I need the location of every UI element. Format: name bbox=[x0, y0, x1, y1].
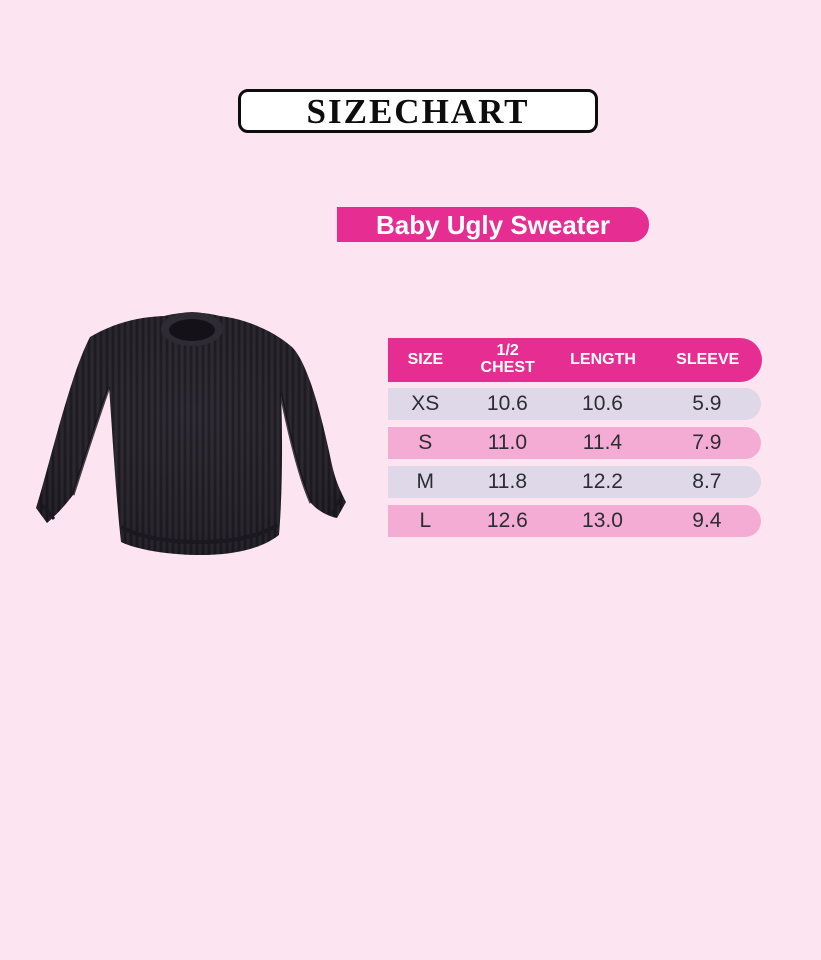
cell-sleeve: 5.9 bbox=[692, 391, 722, 415]
size-table-header-row: SIZE 1/2 CHEST LENGTH SLEEVE bbox=[388, 338, 762, 382]
cell-size: M bbox=[416, 469, 435, 493]
hem-ribbing bbox=[120, 523, 280, 545]
cell-sleeve: 7.9 bbox=[692, 430, 722, 454]
cell-size: S bbox=[418, 430, 433, 454]
collar-opening bbox=[169, 319, 215, 341]
product-name-label: Baby Ugly Sweater bbox=[375, 209, 611, 240]
cell-sleeve: 9.4 bbox=[692, 508, 722, 532]
sweater-photo bbox=[28, 295, 352, 567]
header-half-chest: 1/2 CHEST bbox=[480, 342, 535, 376]
sweater-illustration bbox=[36, 312, 346, 555]
header-length: LENGTH bbox=[570, 350, 636, 368]
table-row-s: S 11.0 11.4 7.9 bbox=[388, 427, 761, 459]
cell-sleeve: 8.7 bbox=[692, 469, 722, 493]
cell-chest: 10.6 bbox=[486, 391, 528, 415]
cell-length: 11.4 bbox=[582, 430, 623, 454]
table-row-m: M 11.8 12.2 8.7 bbox=[388, 466, 761, 498]
right-cuff-ribbing bbox=[330, 498, 342, 515]
cell-size: XS bbox=[411, 391, 440, 415]
header-size: SIZE bbox=[407, 350, 444, 368]
product-name-badge: Baby Ugly Sweater bbox=[337, 207, 649, 242]
size-table: SIZE 1/2 CHEST LENGTH SLEEVE XS 10.6 10.… bbox=[388, 338, 762, 537]
header-sleeve: SLEEVE bbox=[676, 350, 740, 368]
table-row-xs: XS 10.6 10.6 5.9 bbox=[388, 388, 761, 420]
right-sleeve-seam bbox=[279, 393, 313, 504]
cell-chest: 11.0 bbox=[487, 430, 528, 454]
cell-length: 13.0 bbox=[582, 508, 623, 532]
left-sleeve-seam bbox=[71, 386, 111, 496]
left-cuff-ribbing bbox=[40, 504, 56, 520]
cell-chest: 11.8 bbox=[487, 469, 528, 493]
cell-chest: 12.6 bbox=[486, 508, 528, 532]
cell-length: 10.6 bbox=[582, 391, 623, 415]
cell-length: 12.2 bbox=[582, 469, 623, 493]
table-row-l: L 12.6 13.0 9.4 bbox=[388, 505, 761, 537]
cell-size: L bbox=[419, 508, 432, 532]
page-title: SIZECHART bbox=[306, 91, 530, 131]
page-title-box: SIZECHART bbox=[238, 89, 598, 133]
